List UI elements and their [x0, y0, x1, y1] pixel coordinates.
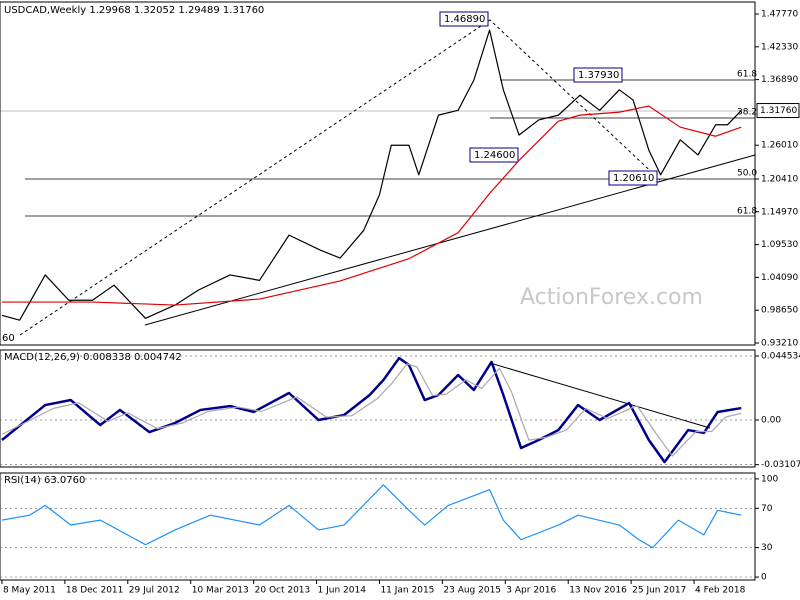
y-tick-label: 0.98650: [761, 306, 798, 316]
fib-label: 61.8: [737, 207, 757, 217]
x-tick-label: 23 Aug 2015: [443, 586, 501, 596]
y-tick-label: 1.09530: [761, 240, 798, 250]
y-tick-label: 0.044534: [761, 352, 800, 362]
label-box: [573, 67, 623, 83]
x-tick-label: 25 Jun 2017: [632, 586, 686, 596]
watermark: ActionForex.com: [520, 285, 703, 310]
x-tick-label: 18 Dec 2011: [66, 586, 124, 596]
x-tick-label: 20 Oct 2013: [255, 586, 311, 596]
x-tick-label: 29 Jul 2012: [129, 586, 180, 596]
x-tick-label: 3 Apr 2016: [506, 586, 556, 596]
annotation: 1.37930: [578, 70, 619, 81]
annotation: 60: [2, 333, 15, 344]
x-tick-label: 11 Jan 2015: [380, 586, 434, 596]
y-tick-label: 1.20410: [761, 174, 798, 184]
series-line: [1, 29, 742, 321]
x-tick-label: 4 Feb 2018: [695, 586, 746, 596]
trend-line: [489, 362, 711, 429]
label-box: [608, 170, 658, 186]
fib-label: 61.8: [737, 70, 757, 80]
fib-label: 38.2: [737, 108, 757, 118]
y-tick-label: 30: [761, 543, 773, 553]
panel-frame: [0, 1, 756, 346]
annotation: 1.24600: [474, 150, 515, 161]
y-tick-label: 0.00: [761, 416, 781, 426]
y-tick-label: 1.26010: [761, 141, 798, 151]
series-line: [1, 484, 742, 549]
y-tick-label: 100: [761, 474, 778, 484]
y-tick-label: 1.14970: [761, 207, 798, 217]
x-tick-label: 13 Nov 2016: [569, 586, 627, 596]
panel-frame: [0, 472, 756, 581]
y-tick-label: 1.47770: [761, 10, 798, 20]
x-tick-label: 1 Jun 2014: [318, 586, 367, 596]
x-tick-label: 10 Mar 2013: [192, 586, 249, 596]
chart-title: USDCAD,Weekly 1.29968 1.32052 1.29489 1.…: [4, 5, 264, 16]
y-tick-label: 0.93210: [761, 339, 798, 349]
y-tick-label: 70: [761, 504, 773, 514]
indicator-title: RSI(14) 63.0760: [4, 475, 85, 486]
panel-frame: [0, 349, 756, 468]
x-tick-label: 8 May 2011: [3, 586, 56, 596]
series-line: [1, 363, 742, 457]
indicator-title: MACD(12,26,9) 0.008338 0.004742: [4, 352, 182, 363]
annotation: 1.20610: [613, 173, 654, 184]
annotations: 1.46890 1.37930 1.24600 1.20610 61.8 38.…: [2, 11, 757, 344]
y-tick-label: 1.36890: [761, 75, 798, 85]
label-box: [439, 11, 489, 27]
annotation: 1.46890: [444, 14, 485, 25]
label-box: [469, 147, 519, 163]
dashed-line: [19, 19, 661, 336]
fib-label: 50.0: [737, 169, 757, 179]
y-tick-label: 1.42330: [761, 42, 798, 52]
series-line: [1, 105, 742, 306]
last-price-label: 1.31760: [760, 106, 797, 116]
y-tick-label: -0.031072: [761, 460, 800, 470]
y-tick-label: 1.04090: [761, 273, 798, 283]
y-tick-label: 0: [761, 573, 767, 583]
last-price-box: [756, 103, 800, 119]
